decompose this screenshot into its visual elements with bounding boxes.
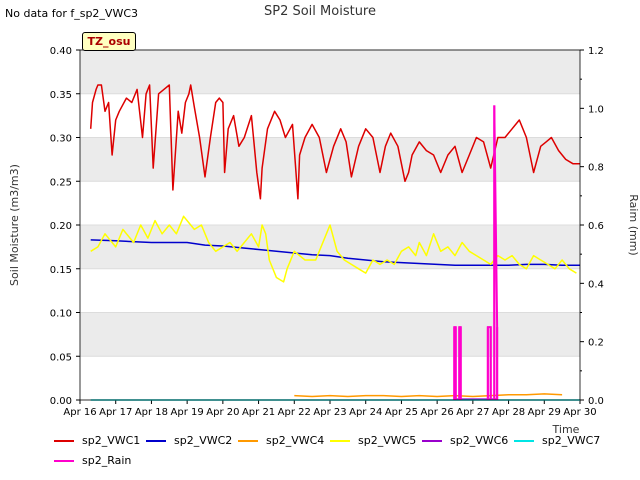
legend-label: sp2_VWC1 [82,434,141,447]
y2-tick-label: 1.2 [588,46,604,57]
y-tick-label: 0.20 [50,221,72,232]
x-tick-label: Apr 18 [135,407,168,418]
y-tick-label: 0.10 [50,309,72,320]
legend-swatch [54,460,74,462]
chart-title: SP2 Soil Moisture [264,4,376,19]
legend-item: sp2_VWC6 [422,434,508,448]
grid-band [80,312,580,357]
x-tick-label: Apr 29 [528,407,561,418]
legend-swatch [238,440,258,442]
x-tick-label: Apr 28 [492,407,525,418]
x-tick-label: Apr 17 [99,407,132,418]
x-tick-label: Apr 22 [278,407,311,418]
x-axis-label: Time [552,423,580,436]
x-tick-label: Apr 21 [242,407,275,418]
legend-swatch [146,440,166,442]
legend-swatch [514,440,534,442]
y2-tick-label: 0.6 [588,221,604,232]
y2-tick-label: 0.8 [588,163,604,174]
y-tick-label: 0.35 [50,90,72,101]
y-tick-label: 0.15 [50,265,72,276]
series-rain-line [453,326,457,400]
legend-item: sp2_Rain [54,454,131,468]
series-rain-line [493,105,499,400]
series-line-sp2_VWC2 [90,239,580,267]
no-data-notice: No data for f_sp2_VWC3 [5,7,139,20]
legend-item: sp2_VWC2 [146,434,232,448]
x-tick-label: Apr 19 [171,407,204,418]
legend-label: sp2_VWC5 [358,434,417,447]
y2-tick-label: 0.2 [588,338,604,349]
y2-tick-label: 1.0 [588,104,604,115]
grid-band [80,50,580,94]
x-tick-label: Apr 16 [63,407,96,418]
legend-swatch [422,440,442,442]
x-tick-label: Apr 23 [313,407,346,418]
y2-tick-label: 0.0 [588,396,604,407]
x-tick-label: Apr 20 [206,407,239,418]
y-tick-label: 0.40 [50,46,72,57]
series-line-sp2_VWC1 [89,84,580,200]
legend-item: sp2_VWC4 [238,434,324,448]
plot-frame [79,49,581,401]
legend-label: sp2_VWC4 [266,434,325,447]
y2-tick-label: 0.4 [588,279,604,290]
legend-label: sp2_VWC7 [542,434,601,447]
x-tick-label: Apr 24 [349,407,382,418]
legend-swatch [330,440,350,442]
grid-band [80,225,580,269]
y2-axis-label: Raim (mm) [627,194,640,255]
series-rain-line [458,326,462,400]
series-line-sp2_VWC4 [294,393,563,398]
legend-swatch [54,440,74,442]
series-rain-line [486,326,492,400]
x-tick-label: Apr 25 [385,407,418,418]
y-tick-label: 0.25 [50,177,72,188]
y-tick-label: 0.05 [50,352,72,363]
x-tick-label: Apr 27 [456,407,489,418]
legend-item: sp2_VWC1 [54,434,140,448]
x-tick-label: Apr 26 [421,407,454,418]
legend-item: sp2_VWC7 [514,434,600,448]
chart-legend: sp2_VWC1 sp2_VWC2 sp2_VWC4 sp2_VWC5 sp2_VWC6… [50,434,640,474]
y-tick-label: 0.30 [50,134,72,145]
legend-item: sp2_VWC5 [330,434,416,448]
y-axis-label: Soil Moisture (m3/m3) [8,164,21,286]
legend-label: sp2_Rain [82,454,132,467]
y-tick-label: 0.00 [50,396,72,407]
timezone-badge: TZ_osu [82,32,136,51]
legend-label: sp2_VWC2 [174,434,233,447]
legend-label: sp2_VWC6 [450,434,509,447]
x-tick-label: Apr 30 [563,407,596,418]
